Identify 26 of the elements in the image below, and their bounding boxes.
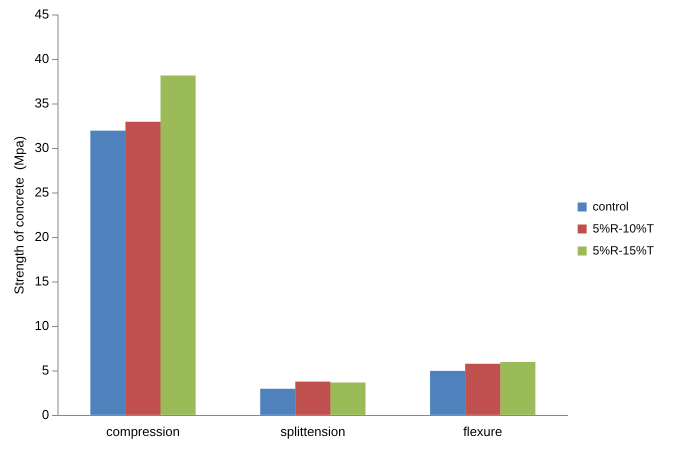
bar — [465, 364, 500, 415]
bar — [330, 382, 366, 415]
y-tick-label: 0 — [42, 406, 50, 422]
y-tick-label: 20 — [34, 229, 50, 244]
legend-label: 5%R-10%T — [592, 221, 655, 236]
y-tick-label: 5 — [42, 362, 50, 378]
y-tick-label: 45 — [34, 6, 50, 22]
bar — [260, 388, 296, 415]
bar — [90, 130, 126, 415]
legend-label: 5%R-15%T — [592, 243, 655, 258]
y-tick-label: 30 — [34, 140, 50, 156]
bar — [430, 370, 466, 415]
y-tick-label: 25 — [34, 184, 50, 200]
bar — [295, 382, 330, 415]
x-tick-label: compression — [106, 424, 180, 439]
x-tick-label: splittension — [280, 424, 346, 439]
y-axis-title: Strength of concrete (Mpa) — [11, 136, 26, 294]
bar — [500, 362, 536, 415]
bar — [160, 76, 196, 415]
y-tick-label: 35 — [34, 96, 50, 111]
y-tick-label: 15 — [34, 274, 50, 289]
bar — [125, 122, 161, 415]
x-tick-label: flexure — [463, 424, 502, 439]
y-tick-label: 10 — [34, 318, 50, 333]
y-tick-label: 40 — [34, 51, 50, 66]
legend-label: control — [592, 199, 629, 214]
